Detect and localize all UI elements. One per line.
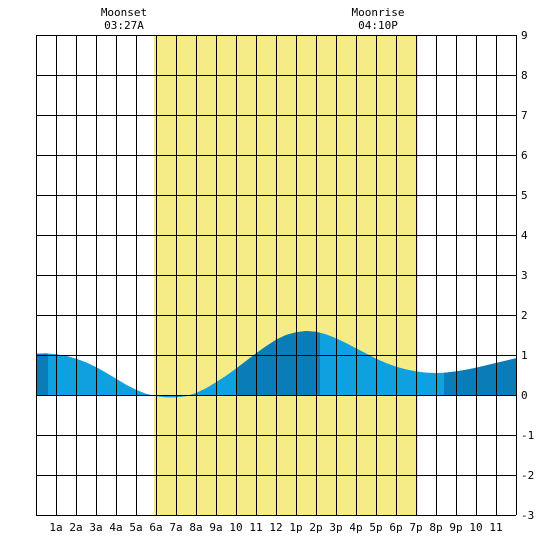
- x-tick-label: 4a: [109, 521, 122, 534]
- y-tick-label: 2: [521, 309, 528, 322]
- x-tick-label: 5a: [129, 521, 142, 534]
- y-tick-label: -2: [521, 469, 534, 482]
- y-tick-label: 9: [521, 29, 528, 42]
- y-tick-label: 3: [521, 269, 528, 282]
- x-tick-label: 11: [489, 521, 502, 534]
- x-tick-label: 10: [229, 521, 242, 534]
- y-tick-label: 6: [521, 149, 528, 162]
- x-tick-label: 2p: [309, 521, 322, 534]
- y-tick-label: 8: [521, 69, 528, 82]
- x-tick-label: 8a: [189, 521, 202, 534]
- y-tick-label: -3: [521, 509, 534, 522]
- x-tick-label: 1p: [289, 521, 302, 534]
- y-tick-label: 1: [521, 349, 528, 362]
- x-tick-label: 4p: [349, 521, 362, 534]
- y-tick-label: 4: [521, 229, 528, 242]
- x-tick-label: 11: [249, 521, 262, 534]
- moon-event-time: 04:10P: [358, 19, 398, 32]
- x-tick-label: 5p: [369, 521, 382, 534]
- x-tick-label: 9a: [209, 521, 222, 534]
- x-axis-labels: 1a 2a 3a 4a 5a 6a 7a 8a 9a 10 11 12 1p 2p 3p 4p 5p 6p 7p 8p…: [49, 521, 502, 534]
- x-tick-label: 9p: [449, 521, 462, 534]
- x-tick-label: 6p: [389, 521, 402, 534]
- x-tick-label: 7p: [409, 521, 422, 534]
- y-tick-label: 0: [521, 389, 528, 402]
- x-tick-label: 6a: [149, 521, 162, 534]
- y-axis-labels: -3 -2 -1 0 1 2 3 4 5 6 7 8 9: [521, 29, 534, 522]
- x-tick-label: 7a: [169, 521, 182, 534]
- y-tick-label: -1: [521, 429, 534, 442]
- y-tick-label: 5: [521, 189, 528, 202]
- x-tick-label: 8p: [429, 521, 442, 534]
- moon-event-time: 03:27A: [104, 19, 144, 32]
- grid-layer: [36, 35, 517, 516]
- moon-event-label: Moonrise: [352, 6, 405, 19]
- y-tick-label: 7: [521, 109, 528, 122]
- moon-event-label: Moonset: [101, 6, 147, 19]
- x-tick-label: 3p: [329, 521, 342, 534]
- x-tick-label: 3a: [89, 521, 102, 534]
- x-tick-label: 1a: [49, 521, 62, 534]
- x-tick-label: 12: [269, 521, 282, 534]
- x-tick-label: 10: [469, 521, 482, 534]
- x-tick-label: 2a: [69, 521, 82, 534]
